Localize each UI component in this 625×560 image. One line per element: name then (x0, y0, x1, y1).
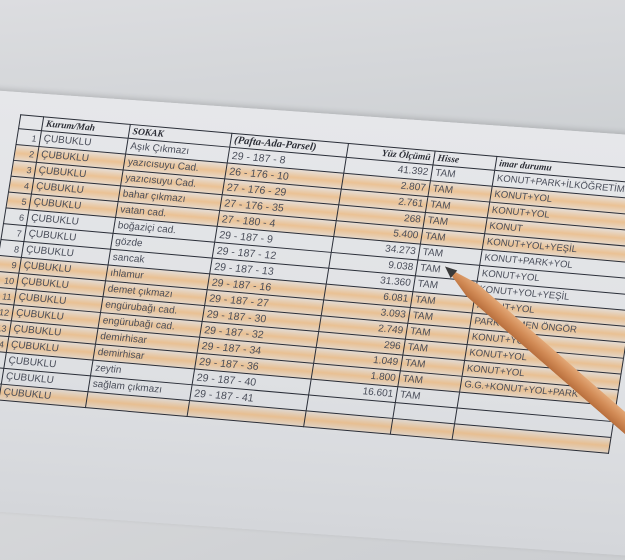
cell-no: 6 (3, 207, 29, 226)
cell-no: 4 (8, 176, 34, 195)
cell-no: 3 (11, 160, 37, 179)
cell-no: 5 (5, 192, 32, 210)
cell-no: 7 (0, 223, 27, 242)
cell-no: 1 (16, 128, 42, 147)
cell-no: 8 (0, 239, 24, 258)
document-sheet: Kurum/Mah SOKAK (Pafta-Ada-Parsel) Yüz Ö… (0, 88, 625, 560)
parcel-table: Kurum/Mah SOKAK (Pafta-Ada-Parsel) Yüz Ö… (0, 114, 625, 454)
cell-no: 2 (13, 144, 39, 163)
